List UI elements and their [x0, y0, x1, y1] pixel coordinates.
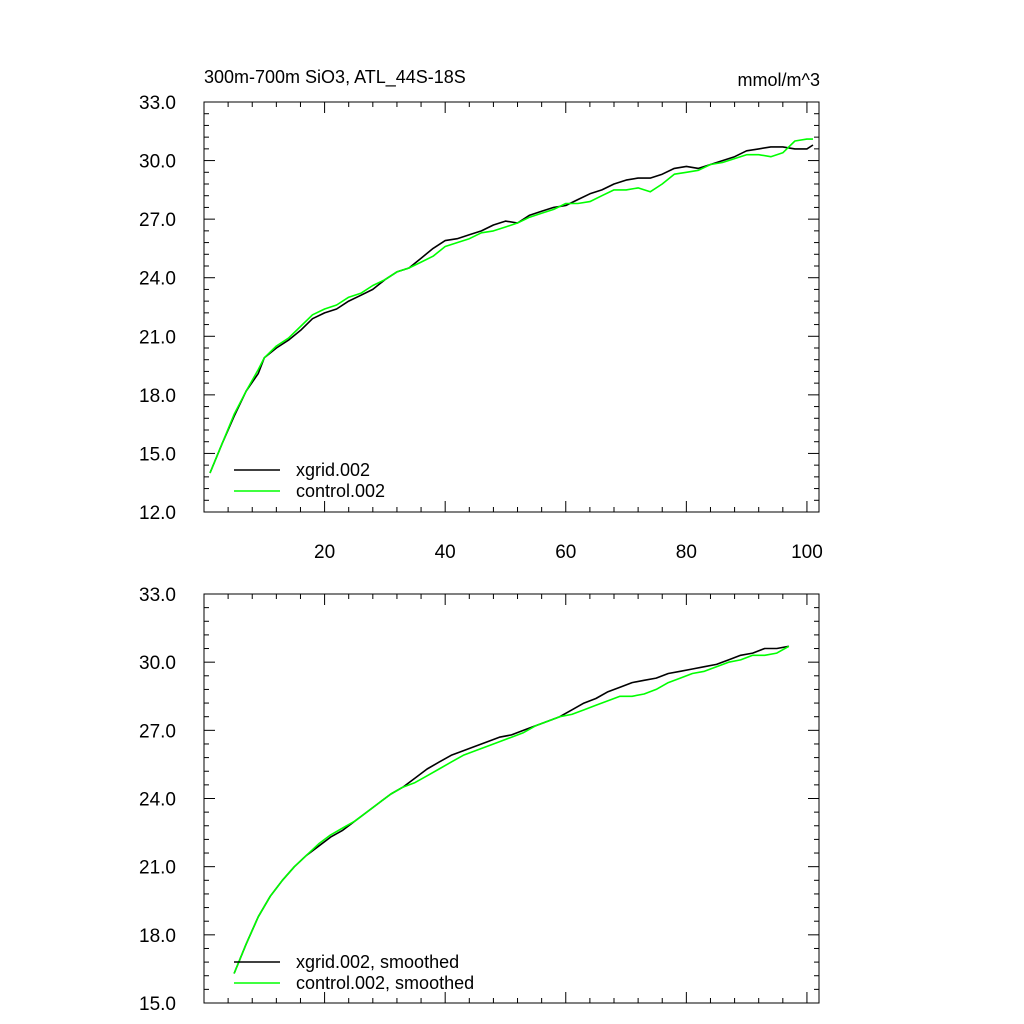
bottom-panel: 15.0 18.0 21.0 24.0 27.0 30.0 33.0 xgrid.002, s… — [139, 585, 820, 1015]
y-tick-label: 33.0 — [139, 93, 176, 114]
plot-frame — [203, 101, 820, 513]
legend-label: control.002, smoothed — [296, 973, 474, 993]
y-tick-label: 27.0 — [139, 210, 176, 231]
y-tick-label: 30.0 — [139, 653, 176, 674]
series-line-xgrid-002-smoothed — [233, 645, 790, 974]
x-tick-label: 100 — [791, 542, 823, 563]
legend-label: xgrid.002, smoothed — [296, 952, 459, 972]
legend-label: xgrid.002 — [296, 460, 370, 480]
y-tick-label: 18.0 — [139, 386, 176, 407]
y-tick-label: 21.0 — [139, 327, 176, 348]
y-tick-label: 15.0 — [139, 994, 176, 1015]
series-line-xgrid-002 — [209, 144, 814, 474]
y-tick-label: 15.0 — [139, 444, 176, 465]
x-tick-label: 60 — [555, 542, 576, 563]
figure-title: 300m-700m SiO3, ATL_44S-18S — [204, 67, 466, 88]
x-tick-label: 20 — [314, 542, 335, 563]
top-panel: 12.0 15.0 18.0 21.0 24.0 27.0 30.0 33.0 20 40 60 80… — [139, 93, 823, 563]
y-tick-label: 18.0 — [139, 926, 176, 947]
units-label: mmol/m^3 — [738, 70, 820, 90]
y-tick-label: 33.0 — [139, 585, 176, 606]
y-tick-label: 24.0 — [139, 790, 176, 811]
legend-label: control.002 — [296, 481, 385, 501]
x-tick-label: 40 — [435, 542, 456, 563]
y-tick-label: 30.0 — [139, 152, 176, 173]
series-line-control-002 — [209, 138, 813, 474]
series-line-control-002-smoothed — [233, 645, 790, 974]
y-tick-label: 24.0 — [139, 269, 176, 290]
y-tick-label: 12.0 — [139, 503, 176, 524]
x-tick-label: 80 — [676, 542, 697, 563]
y-tick-label: 21.0 — [139, 858, 176, 879]
y-tick-label: 27.0 — [139, 721, 176, 742]
